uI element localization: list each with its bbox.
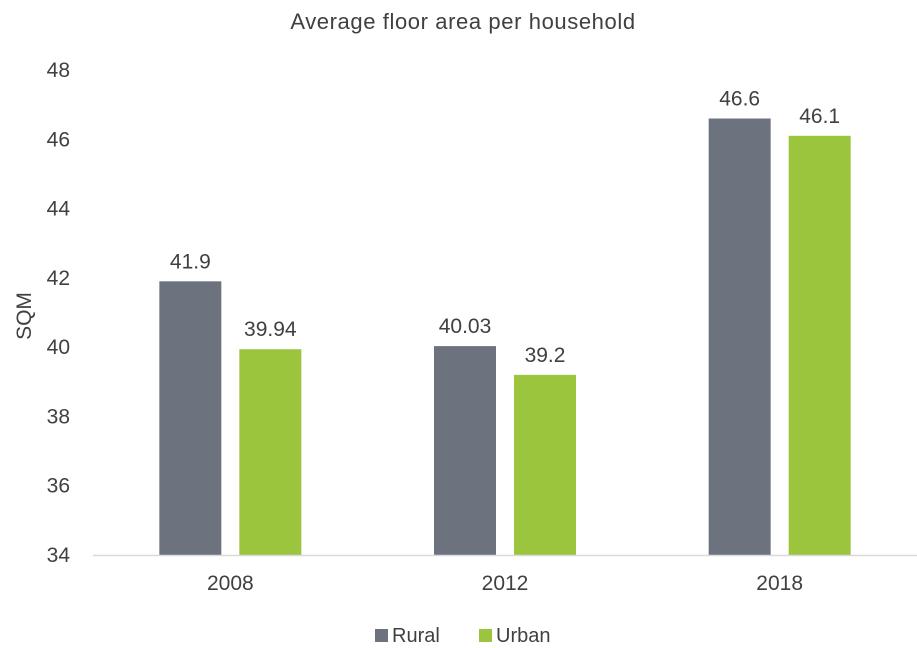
x-tick-label: 2008 (207, 572, 254, 595)
y-axis-title: SQM (13, 292, 36, 340)
bar-urban (239, 349, 302, 555)
y-tick-label: 40 (47, 336, 70, 359)
y-tick-label: 38 (47, 405, 70, 428)
data-label: 40.03 (439, 315, 492, 338)
data-label: 46.1 (799, 105, 840, 128)
x-tick-label: 2018 (756, 572, 803, 595)
data-label: 39.2 (525, 344, 566, 367)
y-tick-labels: 34 36 38 40 42 44 46 48 (47, 59, 71, 567)
data-label: 39.94 (244, 318, 297, 341)
legend-swatch-urban (479, 629, 492, 642)
bar-rural (159, 281, 222, 555)
y-tick-label: 48 (47, 59, 70, 82)
bar-urban (514, 374, 576, 555)
legend-label-rural: Rural (392, 625, 440, 647)
legend-label-urban: Urban (496, 625, 550, 647)
bar-rural (708, 118, 771, 555)
bar-urban (788, 135, 851, 556)
y-tick-label: 34 (47, 544, 71, 567)
bar-rural (434, 346, 496, 555)
data-label: 46.6 (719, 88, 760, 111)
y-tick-label: 46 (47, 128, 70, 151)
data-label: 41.9 (170, 250, 211, 273)
legend-swatch-rural (375, 629, 388, 642)
y-tick-label: 36 (47, 475, 70, 498)
chart-title: Average floor area per household (290, 9, 635, 34)
y-tick-label: 42 (47, 267, 70, 290)
y-tick-label: 44 (47, 198, 71, 221)
bars (159, 118, 851, 556)
x-tick-labels: 2008 2012 2018 (207, 572, 803, 595)
x-tick-label: 2012 (482, 572, 529, 595)
data-labels: 41.9 39.94 40.03 39.2 46.6 46.1 (170, 88, 840, 367)
legend: Rural Urban (375, 625, 550, 647)
